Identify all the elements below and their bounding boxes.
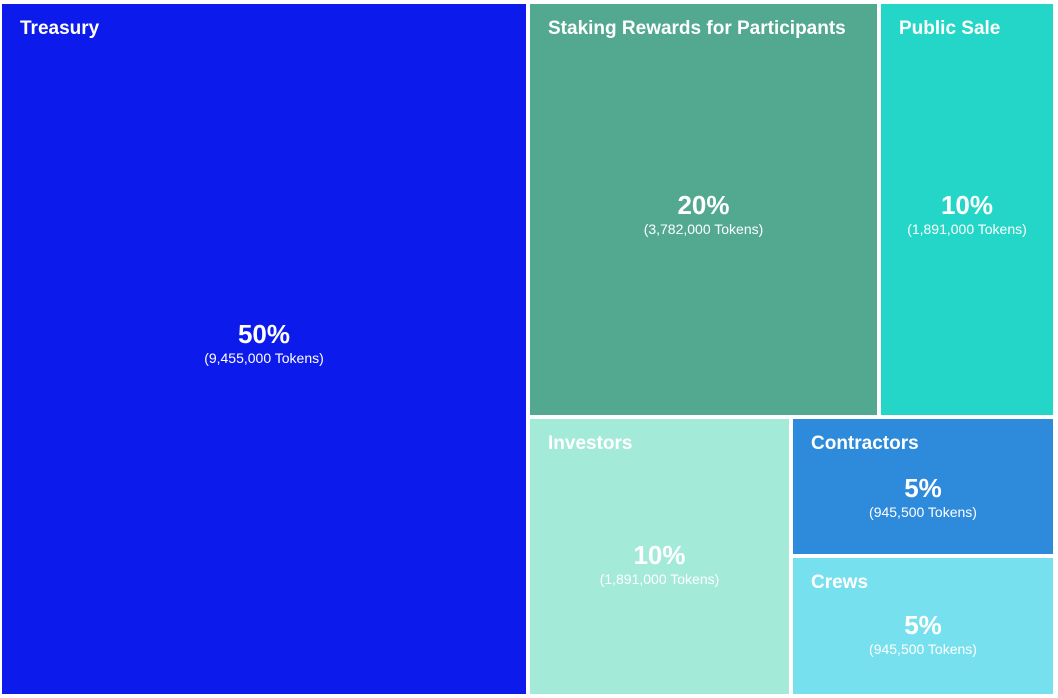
tile-value-group: 50% (9,455,000 Tokens) [2,319,526,367]
tile-tokens: (945,500 Tokens) [869,504,977,520]
tile-crews: Crews 5% (945,500 Tokens) [791,556,1055,696]
tile-value-group: 5% (945,500 Tokens) [793,610,1053,658]
tile-label: Investors [548,433,633,454]
tile-value-group: 5% (945,500 Tokens) [793,473,1053,521]
tile-tokens: (9,455,000 Tokens) [204,350,324,366]
tile-value-group: 10% (1,891,000 Tokens) [530,540,789,588]
tile-percent: 5% [904,610,942,640]
tile-label: Public Sale [899,18,1001,39]
tile-percent: 10% [940,190,994,220]
tile-value-group: 20% (3,782,000 Tokens) [530,190,877,238]
tile-label: Treasury [20,18,100,39]
tile-value-group: 10% (1,891,000 Tokens) [881,190,1053,238]
tile-label: Crews [811,572,869,593]
tile-tokens: (1,891,000 Tokens) [907,221,1027,237]
tile-staking: Staking Rewards for Participants 20% (3,78… [528,2,879,417]
tile-label: Contractors [811,433,919,454]
tile-tokens: (3,782,000 Tokens) [643,221,764,237]
tile-percent: 5% [904,473,942,503]
tile-contractors: Contractors 5% (945,500 Tokens) [791,417,1055,556]
tile-percent: 50% [237,319,291,349]
tile-investors: Investors 10% (1,891,000 Tokens) [528,417,791,696]
tile-percent: 20% [677,190,730,220]
tile-tokens: (1,891,000 Tokens) [599,571,720,587]
tile-percent: 10% [633,540,686,570]
tile-treasury: Treasury 50% (9,455,000 Tokens) [0,2,528,696]
tile-label: Staking Rewards for Participants [548,18,846,39]
tile-public-sale: Public Sale 10% (1,891,000 Tokens) [879,2,1055,417]
tile-tokens: (945,500 Tokens) [869,641,977,657]
